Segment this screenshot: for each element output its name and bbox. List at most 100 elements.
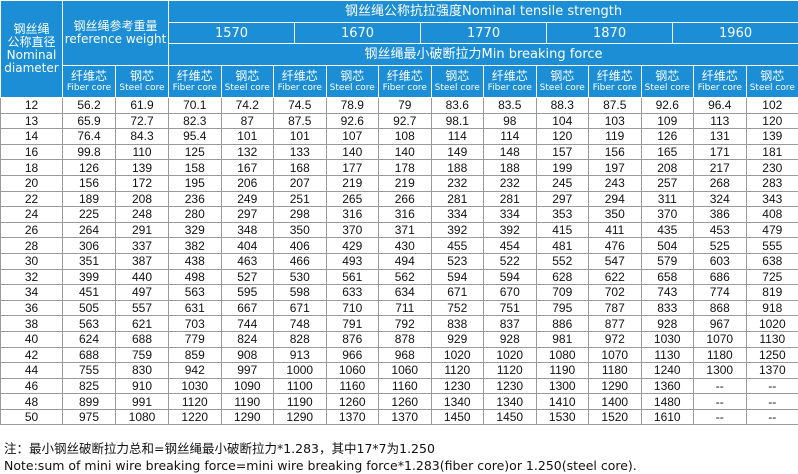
cell: 266 [379,191,432,207]
sub-en: Steel core [222,83,274,94]
cell: 429 [326,238,379,254]
cell: 628 [536,269,589,285]
cell: -- [694,409,747,425]
cell: 126 [63,160,116,176]
cell: 451 [63,285,116,301]
cell: 132 [221,144,274,160]
cell: 505 [63,300,116,316]
cell: 825 [63,378,116,394]
cell: 1080 [536,347,589,363]
cell: 555 [746,238,798,254]
cell: 232 [431,175,484,191]
cell: 167 [221,160,274,176]
cell: 463 [221,253,274,269]
cell: 34 [1,285,63,301]
cell: 1070 [694,331,747,347]
cell: 522 [484,253,537,269]
cell: 370 [326,222,379,238]
cell: 868 [694,300,747,316]
cell: 195 [169,175,222,191]
cell: 125 [169,144,222,160]
cell: 830 [116,363,169,379]
cell: 598 [274,285,327,301]
cell: 268 [694,175,747,191]
cell: 1450 [484,409,537,425]
grade: 1770 [420,23,546,43]
cell: 968 [379,347,432,363]
cell: 774 [694,285,747,301]
cell: 886 [536,316,589,332]
cell: 1290 [221,409,274,425]
cell: 408 [746,207,798,223]
sub-en: Fiber core [589,83,641,94]
cell: 411 [589,222,642,238]
cell: 12 [1,98,63,114]
cell: -- [694,394,747,410]
sub-en: Steel core [327,83,379,94]
force-header: 钢丝绳最小破断拉力Min breaking force [169,44,798,66]
cell: 208 [641,160,694,176]
cell: 26 [1,222,63,238]
cell: 78.9 [326,98,379,114]
cell: 759 [116,347,169,363]
cell: 188 [431,160,484,176]
cell: 189 [63,191,116,207]
cell: 671 [431,285,484,301]
cell: 133 [274,144,327,160]
cell: 140 [379,144,432,160]
grade: 1670 [294,23,420,43]
cell: 42 [1,347,63,363]
cell: 353 [536,207,589,223]
cell: 1130 [641,347,694,363]
cell: 87.5 [274,113,327,129]
sub-en: Steel core [537,83,589,94]
cell: 438 [169,253,222,269]
cell: 87 [221,113,274,129]
cell: 1220 [169,409,222,425]
cell: 297 [536,191,589,207]
cell: 709 [536,285,589,301]
cell: 168 [274,160,327,176]
cell: 833 [641,300,694,316]
cell: 787 [589,300,642,316]
cell: -- [694,378,747,394]
strength-header: 钢丝绳公称抗拉强度Nominal tensile strength [169,1,798,23]
cell: 1360 [641,378,694,394]
cell: 18 [1,160,63,176]
cell: 1070 [589,347,642,363]
sub-cn: 钢芯 [327,70,379,83]
cell: 197 [589,160,642,176]
cell: 350 [589,207,642,223]
cell: 329 [169,222,222,238]
cell: 725 [746,269,798,285]
cell: 297 [221,207,274,223]
cell: 88.3 [536,98,589,114]
cell: 392 [431,222,484,238]
cell: 165 [641,144,694,160]
cell: 334 [431,207,484,223]
cell: 399 [63,269,116,285]
cell: 975 [63,409,116,425]
cell: 406 [274,238,327,254]
cell: 264 [63,222,116,238]
cell: -- [746,394,798,410]
cell: 281 [431,191,484,207]
cell: 251 [274,191,327,207]
cell: 140 [326,144,379,160]
cell: 404 [221,238,274,254]
cell: 156 [63,175,116,191]
cell: 156 [589,144,642,160]
cell: 454 [484,238,537,254]
table-header: 钢丝绳 公称直径 Nominal diameter 钢丝绳参考重量 refere… [1,1,798,98]
